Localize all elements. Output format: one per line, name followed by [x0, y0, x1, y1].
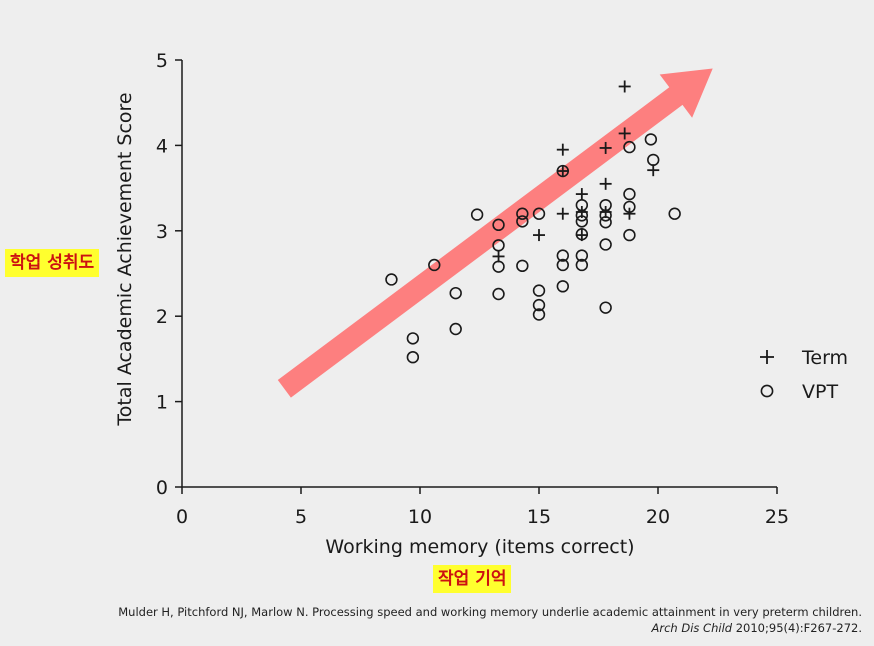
y-tick-label: 5 — [156, 50, 168, 72]
point-vpt — [406, 332, 420, 345]
tick-layer: 0 5 10 15 20 25 0 1 2 3 4 5 — [156, 50, 789, 528]
point-term — [556, 165, 569, 178]
point-vpt — [575, 215, 589, 228]
point-vpt — [556, 249, 569, 262]
point-vpt — [668, 207, 681, 220]
y-tick-label: 0 — [156, 477, 168, 499]
point-term — [623, 207, 636, 220]
point-vpt — [532, 207, 546, 220]
x-tick-label: 10 — [408, 506, 432, 528]
x-tick-label: 20 — [646, 506, 670, 528]
highlight-label-working-memory: 작업 기억 — [433, 565, 512, 593]
trend-arrow — [277, 68, 713, 398]
x-axis-title: Working memory (items correct) — [325, 536, 634, 558]
point-vpt — [623, 200, 636, 214]
point-vpt — [599, 209, 612, 222]
point-vpt — [492, 287, 505, 301]
point-vpt — [575, 258, 589, 272]
point-term — [492, 250, 505, 263]
point-term — [618, 80, 631, 93]
point-vpt — [406, 350, 420, 364]
highlight-label-academic-achievement: 학업 성취도 — [5, 249, 100, 277]
point-vpt — [575, 249, 589, 262]
point-term — [599, 141, 612, 154]
citation-source: Arch Dis Child 2010;95(4):F267-272. — [118, 620, 863, 636]
point-vpt — [385, 273, 398, 286]
legend-vpt-marker — [760, 384, 774, 398]
y-tick-label: 3 — [156, 221, 168, 243]
point-term — [599, 177, 612, 190]
point-vpt — [449, 322, 462, 336]
point-vpt — [492, 260, 505, 273]
citation-journal: Arch Dis Child — [651, 621, 733, 635]
point-vpt — [623, 140, 636, 154]
point-vpt — [516, 259, 529, 273]
citation: Mulder H, Pitchford NJ, Marlow N. Proces… — [118, 604, 862, 636]
point-vpt — [532, 284, 546, 297]
y-tick-label: 1 — [156, 392, 168, 414]
point-vpt — [516, 215, 529, 228]
point-vpt — [623, 187, 636, 201]
point-vpt — [575, 228, 589, 241]
point-term — [556, 143, 569, 156]
point-term — [647, 164, 660, 177]
point-vpt — [556, 280, 569, 293]
point-vpt — [449, 286, 462, 300]
y-tick-label: 4 — [156, 135, 168, 157]
y-tick-label: 2 — [156, 306, 168, 328]
y-axis-title: Total Academic Achievement Score — [114, 92, 136, 426]
point-vpt — [532, 298, 546, 312]
point-vpt — [428, 258, 441, 272]
axes — [181, 60, 777, 488]
point-vpt — [556, 164, 569, 178]
point-vpt — [599, 216, 612, 229]
point-vpt — [516, 207, 529, 220]
point-vpt — [599, 238, 612, 251]
point-vpt — [492, 239, 505, 252]
legend-item-term: Term — [760, 347, 848, 369]
trend-arrow-layer — [277, 68, 713, 398]
legend-item-vpt: VPT — [760, 381, 838, 403]
legend: Term VPT — [760, 347, 848, 403]
point-vpt — [575, 209, 589, 222]
point-term — [575, 188, 588, 201]
point-vpt — [599, 301, 612, 314]
point-vpt — [623, 228, 636, 242]
point-vpt — [556, 258, 569, 272]
citation-details: 2010;95(4):F267-272. — [732, 621, 862, 635]
x-tick-label: 25 — [765, 506, 789, 528]
citation-authors-title: Mulder H, Pitchford NJ, Marlow N. Proces… — [118, 605, 862, 619]
legend-term-label: Term — [801, 347, 848, 369]
point-vpt — [647, 153, 660, 167]
point-vpt — [644, 133, 658, 146]
legend-vpt-label: VPT — [802, 381, 838, 403]
point-vpt — [470, 208, 484, 221]
point-term — [556, 207, 569, 220]
x-tick-label: 0 — [176, 506, 188, 528]
point-term — [618, 127, 631, 140]
point-term — [533, 229, 545, 242]
x-tick-label: 5 — [295, 506, 307, 528]
x-tick-label: 15 — [527, 506, 551, 528]
point-vpt — [492, 218, 505, 232]
data-points — [385, 80, 681, 364]
point-vpt — [532, 308, 546, 321]
